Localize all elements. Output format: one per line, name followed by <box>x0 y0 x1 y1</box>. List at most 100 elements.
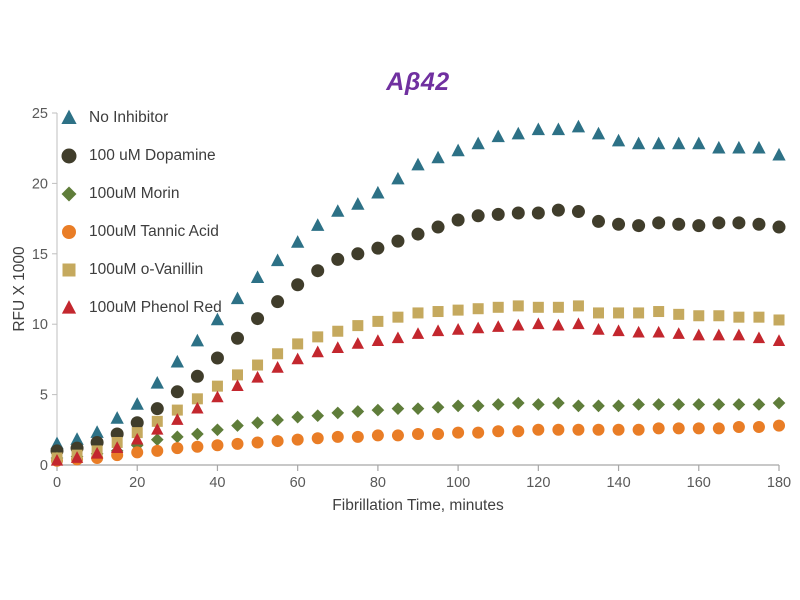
data-point <box>131 427 143 439</box>
data-point <box>613 307 625 319</box>
data-point <box>61 186 77 202</box>
data-point <box>291 433 304 446</box>
series-100um-phenol-red <box>50 317 786 466</box>
data-point <box>432 306 444 318</box>
data-point <box>732 216 746 230</box>
data-point <box>531 206 545 220</box>
data-point <box>593 307 604 319</box>
data-point <box>170 354 184 368</box>
data-point <box>732 140 746 154</box>
data-point <box>150 402 164 416</box>
data-point <box>271 413 284 427</box>
data-point <box>471 321 485 334</box>
data-point <box>251 312 265 326</box>
data-point <box>491 129 505 143</box>
data-point <box>672 422 685 435</box>
data-point <box>732 420 745 433</box>
data-point <box>772 334 786 346</box>
data-point <box>351 430 364 443</box>
data-point <box>190 369 204 383</box>
data-point <box>652 422 665 435</box>
data-point <box>551 122 566 136</box>
data-point <box>752 140 766 154</box>
data-point <box>732 398 746 411</box>
data-point <box>291 410 304 424</box>
data-point <box>190 333 205 347</box>
data-point <box>492 301 504 313</box>
data-point <box>552 423 565 436</box>
data-point <box>371 403 385 417</box>
data-point <box>431 400 445 414</box>
data-point <box>772 396 786 410</box>
data-point <box>592 399 605 413</box>
data-point <box>251 370 264 383</box>
y-tick-label: 25 <box>32 106 48 122</box>
data-point <box>672 217 686 231</box>
data-point <box>210 312 225 326</box>
legend-label: 100uM Phenol Red <box>89 299 222 316</box>
data-point <box>492 425 505 438</box>
x-tick-label: 20 <box>129 475 145 491</box>
y-tick-label: 15 <box>32 247 48 263</box>
y-tick-label: 5 <box>40 388 48 404</box>
data-point <box>773 314 785 326</box>
data-point <box>391 234 405 248</box>
data-point <box>472 426 485 439</box>
data-point <box>652 325 665 338</box>
data-point <box>292 338 304 350</box>
data-point <box>753 311 765 323</box>
data-point <box>571 205 585 219</box>
data-point <box>712 328 726 341</box>
data-point <box>61 109 77 124</box>
data-point <box>653 306 665 318</box>
data-point <box>311 345 324 358</box>
data-point <box>331 430 344 443</box>
data-point <box>612 324 625 337</box>
data-point <box>391 171 405 185</box>
data-point <box>611 133 626 147</box>
data-point <box>451 399 465 413</box>
y-tick-label: 0 <box>40 458 48 474</box>
data-point <box>471 399 485 413</box>
data-point <box>231 437 244 450</box>
data-point <box>652 136 666 150</box>
data-point <box>371 429 384 442</box>
data-point <box>171 430 184 444</box>
data-point <box>652 398 665 411</box>
data-point <box>652 216 666 230</box>
data-point <box>351 405 365 418</box>
data-point <box>672 136 686 150</box>
data-point <box>331 252 345 266</box>
data-point <box>752 217 766 231</box>
data-point <box>251 436 264 449</box>
data-point <box>532 423 545 436</box>
data-point <box>572 300 584 312</box>
data-point <box>451 323 465 335</box>
data-point <box>411 327 425 339</box>
data-point <box>61 148 77 164</box>
x-tick-label: 0 <box>53 475 61 491</box>
data-point <box>712 422 725 435</box>
data-point <box>733 311 745 323</box>
data-point <box>752 398 766 411</box>
data-point <box>431 220 445 234</box>
x-axis-label: Fibrillation Time, minutes <box>332 497 504 514</box>
data-point <box>311 264 325 278</box>
data-point <box>62 225 76 239</box>
legend: No Inhibitor 100 uM Dopamine 100uM Morin 10… <box>58 99 222 327</box>
data-point <box>532 301 544 313</box>
data-point <box>311 218 325 231</box>
legend-item: 100uM Phenol Red <box>58 289 222 327</box>
data-point <box>591 126 606 140</box>
data-point <box>752 420 765 433</box>
data-point <box>171 442 184 455</box>
data-point <box>512 425 525 438</box>
data-point <box>632 219 646 233</box>
data-point <box>411 227 425 241</box>
y-tick-label: 10 <box>32 317 48 333</box>
legend-item: 100 uM Dopamine <box>58 137 222 175</box>
data-point <box>772 220 786 234</box>
data-point <box>552 318 565 331</box>
